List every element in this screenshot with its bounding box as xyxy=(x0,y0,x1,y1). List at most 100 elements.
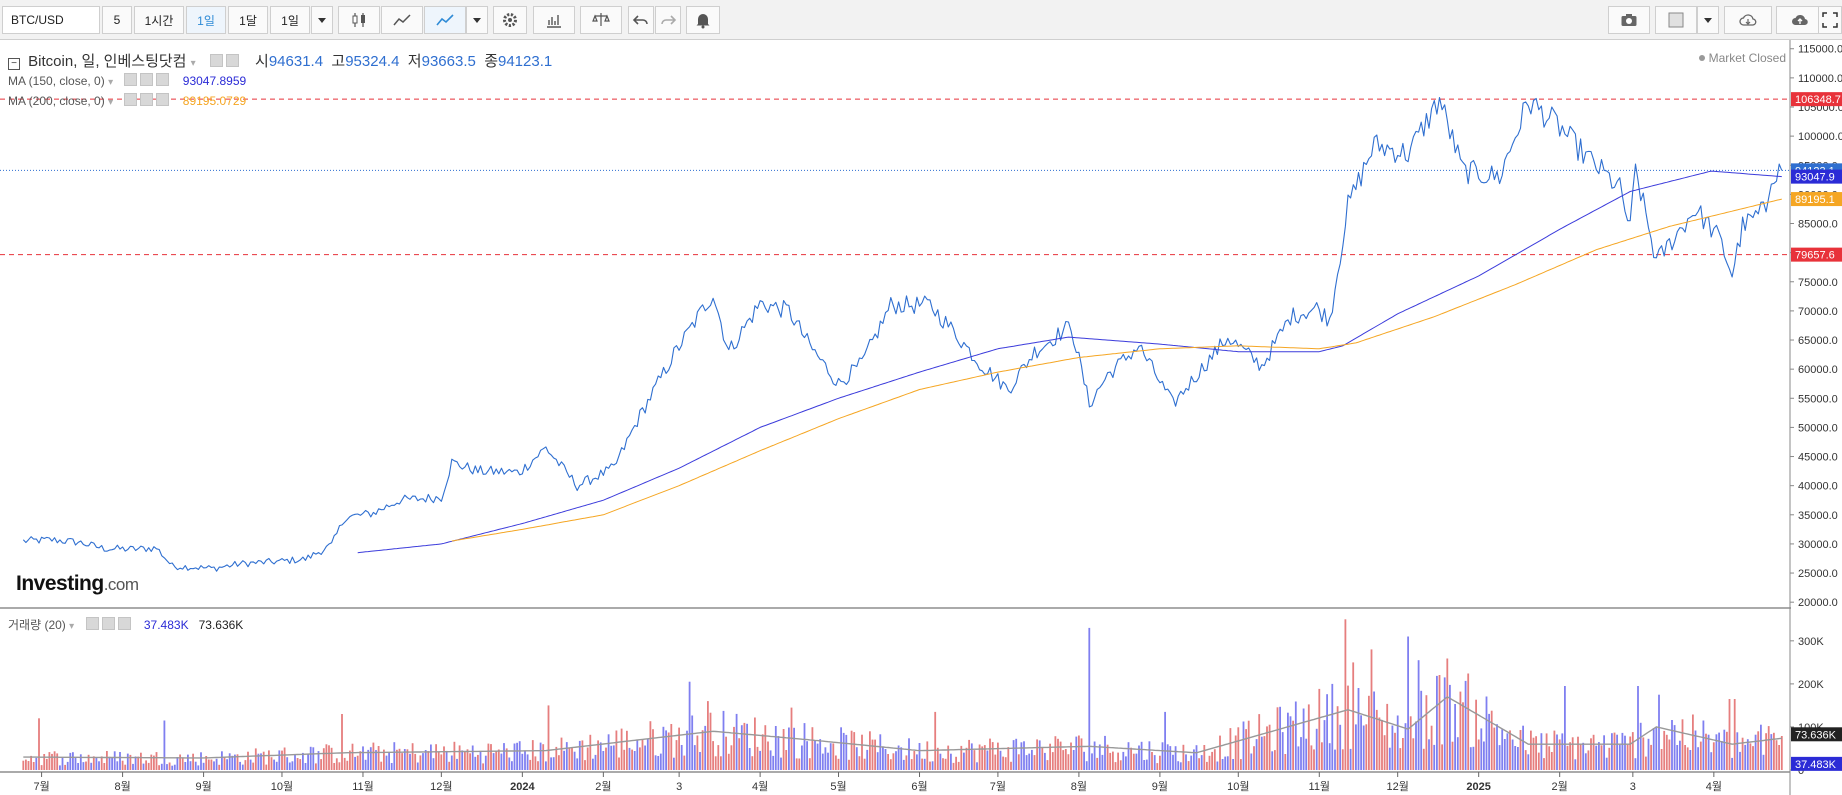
caret-down-icon[interactable]: ▾ xyxy=(190,58,196,69)
ma150-value: 93047.8959 xyxy=(182,74,247,88)
series-title[interactable]: Bitcoin, 일, 인베스팅닷컴 xyxy=(28,53,187,70)
layout-button[interactable] xyxy=(1655,6,1697,34)
settings-button[interactable] xyxy=(493,6,527,34)
undo-button[interactable] xyxy=(628,6,654,34)
volume-bar xyxy=(1446,658,1449,770)
ma200-line[interactable] xyxy=(451,198,1782,542)
volume-bar xyxy=(746,723,748,770)
volume-bar xyxy=(1334,749,1336,770)
volume-bar xyxy=(1368,695,1370,770)
volume-bar xyxy=(1496,724,1498,770)
volume-bar xyxy=(1321,742,1323,770)
volume-bar xyxy=(448,761,451,770)
gear-icon[interactable] xyxy=(140,93,154,106)
indicators-button[interactable] xyxy=(533,6,575,34)
volume-bar xyxy=(824,747,827,770)
volume-bar xyxy=(1417,660,1420,770)
volume-bar xyxy=(278,750,281,770)
chart-type-dropdown[interactable] xyxy=(466,6,488,34)
volume-bar xyxy=(1702,720,1705,770)
volume-bar xyxy=(1762,754,1765,770)
volume-bar xyxy=(1428,739,1430,770)
interval-1mo-button[interactable]: 1달 xyxy=(228,6,268,34)
eye-icon[interactable] xyxy=(85,617,99,630)
price-axis-badge xyxy=(1791,247,1842,262)
volume-bar xyxy=(1543,758,1545,770)
volume-bar xyxy=(558,755,560,770)
volume-bar xyxy=(1692,714,1694,770)
close-icon[interactable] xyxy=(156,93,170,106)
volume-bar xyxy=(652,729,654,770)
cloud-load-button[interactable] xyxy=(1724,6,1772,34)
volume-bar xyxy=(691,715,694,770)
volume-bar xyxy=(1268,724,1271,770)
volume-bar xyxy=(1075,736,1078,770)
compare-button[interactable] xyxy=(580,6,622,34)
symbol-input[interactable]: BTC/USD xyxy=(2,6,100,34)
gear-icon[interactable] xyxy=(225,54,239,67)
volume-bar xyxy=(1004,757,1007,770)
volume-bar xyxy=(1665,734,1668,770)
volume-bar xyxy=(200,752,202,770)
volume-bar xyxy=(618,757,620,770)
interval-custom-button[interactable]: 1일 xyxy=(270,6,310,34)
volume-bar xyxy=(1159,755,1161,770)
layout-dropdown[interactable] xyxy=(1697,6,1719,34)
volume-bar xyxy=(1459,691,1462,770)
chart-area[interactable]: 20000.0 25000.0 30000.0 35000.0 40000.0 45000… xyxy=(0,40,1842,795)
ma150-line[interactable] xyxy=(357,170,1782,554)
volume-bar xyxy=(414,753,417,770)
volume-bar xyxy=(756,746,759,770)
volume-bar xyxy=(1681,719,1684,770)
volume-bar xyxy=(602,751,605,770)
line-chart-button[interactable] xyxy=(424,6,466,34)
eye-icon[interactable] xyxy=(124,73,138,86)
bitcoin-price-line[interactable] xyxy=(22,96,1783,572)
volume-tick-label: 300K xyxy=(1798,636,1824,648)
volume-bar xyxy=(1104,735,1106,770)
redo-icon xyxy=(661,15,677,25)
volume-bar xyxy=(568,747,571,770)
volume-bar xyxy=(364,759,367,770)
alert-button[interactable] xyxy=(686,6,720,34)
volume-bar xyxy=(385,755,388,770)
interval-5-button[interactable]: 5 xyxy=(102,6,132,34)
gear-icon[interactable] xyxy=(101,617,115,630)
redo-button[interactable] xyxy=(655,6,681,34)
caret-down-icon[interactable]: ▾ xyxy=(108,77,114,88)
volume-bar xyxy=(1093,741,1096,770)
volume-bar xyxy=(403,749,406,770)
cloud-save-button[interactable] xyxy=(1776,6,1824,34)
area-chart-icon xyxy=(393,14,411,26)
candles-button[interactable] xyxy=(338,6,380,34)
ma150-label[interactable]: MA (150, close, 0) xyxy=(8,74,105,88)
close-icon[interactable] xyxy=(156,73,170,86)
caret-down-icon[interactable]: ▾ xyxy=(108,97,114,108)
ma200-label[interactable]: MA (200, close, 0) xyxy=(8,94,105,108)
volume-bar xyxy=(680,745,683,770)
interval-1h-button[interactable]: 1시간 xyxy=(134,6,184,34)
volume-bar xyxy=(1676,745,1679,770)
close-icon[interactable] xyxy=(117,617,131,630)
caret-down-icon[interactable]: ▾ xyxy=(69,621,75,632)
volume-bar xyxy=(1705,733,1707,770)
area-chart-button[interactable] xyxy=(381,6,423,34)
volume-bar xyxy=(328,745,330,770)
volume-bar xyxy=(22,760,25,770)
interval-dropdown[interactable] xyxy=(311,6,333,34)
gear-icon[interactable] xyxy=(140,73,154,86)
snapshot-button[interactable] xyxy=(1608,6,1650,34)
collapse-icon[interactable]: − xyxy=(8,58,20,70)
chart-toolbar: BTC/USD 5 1시간 1일 1달 1일 xyxy=(0,0,1842,40)
volume-bar xyxy=(968,739,970,770)
ma200-value: 89195.0729 xyxy=(182,94,247,108)
eye-icon[interactable] xyxy=(209,54,223,67)
volume-bar xyxy=(524,750,526,770)
volume-bar xyxy=(1349,748,1352,770)
price-chart[interactable]: 20000.0 25000.0 30000.0 35000.0 40000.0 45000… xyxy=(0,40,1842,795)
volume-label[interactable]: 거래량 (20) xyxy=(8,618,66,632)
fullscreen-button[interactable] xyxy=(1818,6,1842,34)
volume-bar xyxy=(252,762,255,770)
eye-icon[interactable] xyxy=(124,93,138,106)
interval-1d-button[interactable]: 1일 xyxy=(186,6,226,34)
